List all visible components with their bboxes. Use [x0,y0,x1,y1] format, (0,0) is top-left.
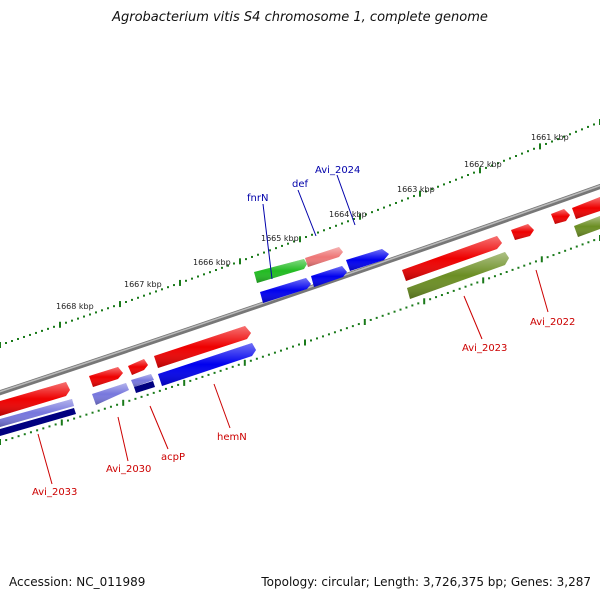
leader-fnrN [262,203,273,280]
gene-avi-2033-reverse-a[interactable] [0,399,74,427]
label-avi-2033: Avi_2033 [32,487,77,498]
kbp-label-1667: 1667 kbp [124,280,162,289]
gene-hemN-reverse[interactable] [158,343,256,386]
inner-ruler [0,235,600,445]
gene-right-olive[interactable] [574,216,600,237]
leader-hemN [213,383,231,429]
kbp-label-1664: 1664 kbp [329,210,367,219]
accession-text: Accession: NC_011989 [9,575,146,589]
map-title: Agrobacterium vitis S4 chromosome 1, com… [112,10,488,25]
gene-avi-2022[interactable] [511,224,534,240]
label-avi-2022: Avi_2022 [530,317,575,328]
kbp-label-1665: 1665 kbp [261,234,299,243]
label-hemN: hemN [217,432,247,443]
kbp-label-1661: 1661 kbp [531,133,569,142]
gene-avi-2033[interactable] [0,382,70,416]
label-acpP: acpP [161,452,185,463]
leader-avi-2022 [535,269,549,313]
label-avi-2024: Avi_2024 [315,165,360,176]
gene-acpP[interactable] [128,359,148,375]
kbp-label-1668: 1668 kbp [56,302,94,311]
leader-def [297,189,317,237]
gene-avi-2033-reverse-b[interactable] [0,408,76,436]
leader-acpP [149,405,169,450]
gene-right-red[interactable] [551,209,570,224]
topology-text: Topology: circular; Length: 3,726,375 bp… [261,575,591,589]
leader-avi-2024 [336,174,356,226]
gene-fnrN[interactable] [254,259,307,283]
leader-avi-2030 [117,416,129,462]
gene-def-reverse[interactable] [311,266,347,287]
label-fnrN: fnrN [247,193,268,204]
kbp-label-1662: 1662 kbp [464,160,502,169]
gene-avi-2024[interactable] [346,249,389,271]
gene-avi-2030-reverse[interactable] [92,383,129,405]
gene-def[interactable] [305,247,343,267]
gene-avi-2030[interactable] [89,367,123,387]
label-def: def [292,179,309,190]
kbp-label-1663: 1663 kbp [397,185,435,194]
chromosome-backbone [0,183,600,396]
label-avi-2030: Avi_2030 [106,464,151,475]
gene-fnrN-reverse[interactable] [260,278,311,303]
outer-ruler [0,119,600,348]
leader-avi-2033 [37,433,53,485]
gene-right-red-2[interactable] [572,197,600,219]
leader-avi-2023 [463,295,483,340]
gene-acpP-reverse-a[interactable] [131,374,154,387]
label-avi-2023: Avi_2023 [462,343,507,354]
kbp-label-1666: 1666 kbp [193,258,231,267]
gene-hemN[interactable] [154,326,251,368]
gene-avi-2023-reverse[interactable] [407,252,509,299]
gene-avi-2023[interactable] [402,236,502,281]
gene-acpP-reverse-b[interactable] [134,381,155,393]
